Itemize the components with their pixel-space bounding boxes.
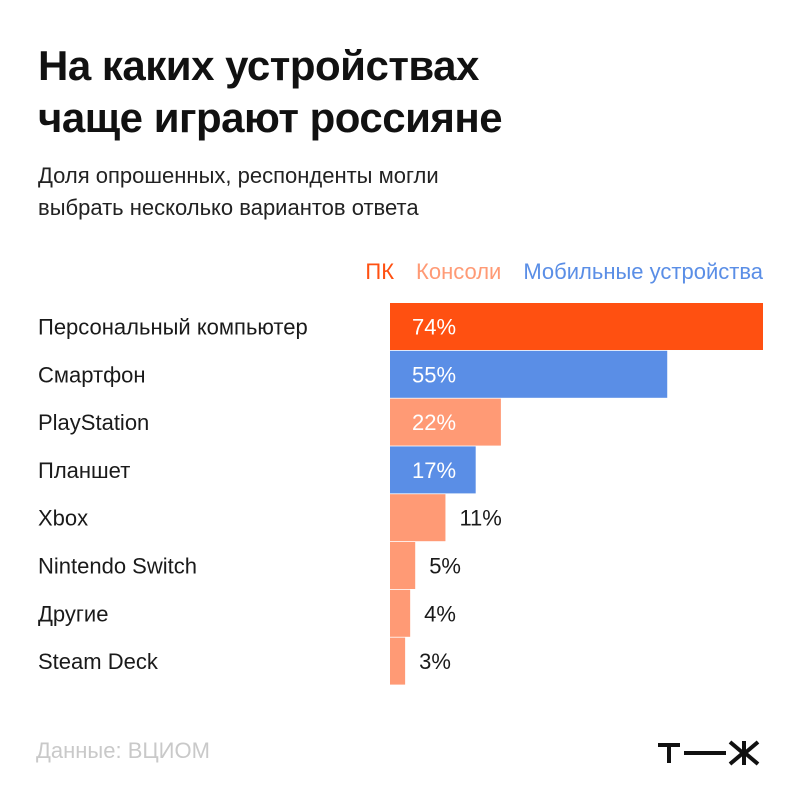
chart-subtitle-line-2: выбрать несколько вариантов ответа <box>38 195 419 220</box>
data-label: 17% <box>412 458 456 483</box>
data-label: 74% <box>412 315 456 340</box>
category-label: Другие <box>38 601 108 626</box>
category-label: Nintendo Switch <box>38 554 197 579</box>
chart-title-line-1: На каких устройствах <box>38 42 479 89</box>
legend-item-consoles: Консоли <box>416 259 502 284</box>
category-label: Смартфон <box>38 362 146 387</box>
category-label: Xbox <box>38 506 88 531</box>
tzh-logo-icon <box>658 740 760 766</box>
category-label: PlayStation <box>38 410 149 435</box>
bar <box>390 637 406 685</box>
chart-subtitle: Доля опрошенных, респонденты могли выбра… <box>38 160 658 224</box>
bar <box>390 589 411 637</box>
chart-title: На каких устройствах чаще играют россиян… <box>38 40 758 144</box>
data-label: 5% <box>429 554 461 579</box>
bar <box>390 350 668 398</box>
chart-legend: ПК Консоли Мобильные устройства <box>365 256 763 288</box>
bar <box>390 398 501 446</box>
bar <box>390 542 416 589</box>
category-label: Персональный компьютер <box>38 315 308 340</box>
bar <box>390 303 763 350</box>
category-label: Steam Deck <box>38 649 159 674</box>
legend-item-mobile: Мобильные устройства <box>523 259 763 284</box>
data-label: 4% <box>424 601 456 626</box>
data-label: 22% <box>412 410 456 435</box>
legend-item-pc: ПК <box>365 259 395 284</box>
data-label: 11% <box>459 506 501 531</box>
data-source: Данные: ВЦИОМ <box>36 738 210 763</box>
chart-title-line-2: чаще играют россияне <box>38 94 503 141</box>
bar <box>390 494 446 542</box>
data-label: 3% <box>419 649 451 674</box>
data-label: 55% <box>412 362 456 387</box>
category-label: Планшет <box>38 458 130 483</box>
chart-subtitle-line-1: Доля опрошенных, респонденты могли <box>38 163 439 188</box>
bar <box>390 446 476 494</box>
